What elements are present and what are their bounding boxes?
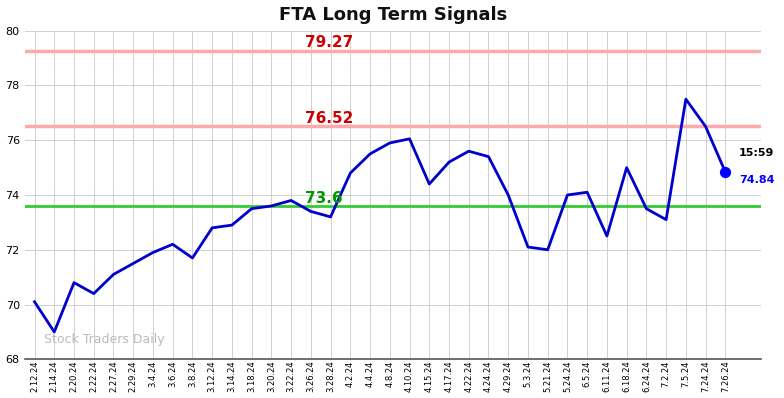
Text: 15:59: 15:59: [739, 148, 775, 158]
Point: [719, 169, 731, 175]
Text: 76.52: 76.52: [304, 111, 353, 126]
Text: 74.84: 74.84: [739, 175, 775, 185]
Text: 79.27: 79.27: [304, 35, 353, 51]
Title: FTA Long Term Signals: FTA Long Term Signals: [278, 6, 507, 23]
Text: Stock Traders Daily: Stock Traders Daily: [45, 333, 165, 345]
Text: 73.6: 73.6: [304, 191, 342, 206]
